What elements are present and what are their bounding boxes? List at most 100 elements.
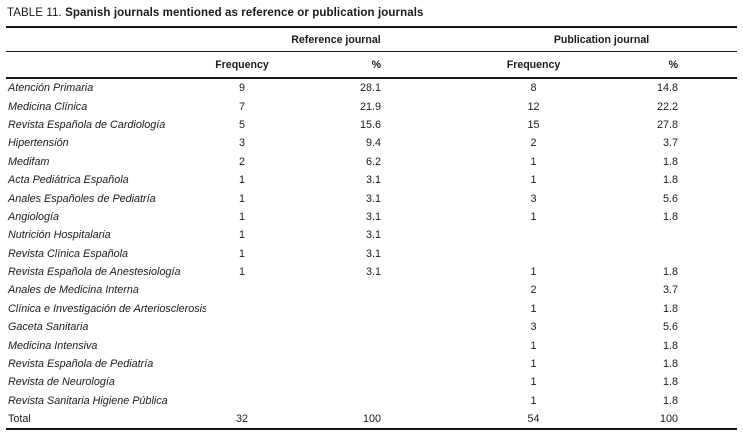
table-row: Revista Española de Cardiología 5 15.6 1… [6,116,737,134]
sub-header-row: Frequency % Frequency % [6,51,738,79]
pub-frequency-cell: 15 [527,118,540,131]
journal-name-cell: Revista Española de Anestesiología [8,266,181,279]
journal-name-cell: Clínica e Investigación de Arteriosclero… [8,302,206,315]
ref-percent-cell [278,392,381,410]
trail-cell [678,355,737,373]
gap-cell [381,208,466,226]
table-row: Nutrición Hospitalaria 1 3.1 [6,226,737,244]
table-row: Revista Sanitaria Higiene Pública 1 1.8 [6,392,737,410]
gap-cell [381,300,466,318]
trail-cell [678,318,737,336]
journal-name-cell: Revista Española de Pediatría [8,358,154,371]
pub-percent-cell: 1.8 [663,155,679,168]
journal-name-cell: Gaceta Sanitaria [8,321,89,334]
journal-name-cell: Revista Española de Cardiología [8,118,166,131]
journal-name-cell: Total [6,410,206,431]
pub-frequency-cell: 54 [466,410,602,431]
group-header-spacer [6,26,206,52]
trail-cell [678,281,737,299]
trail-cell [678,116,737,134]
gap-cell [381,245,466,263]
table-row: Clínica e Investigación de Arteriosclero… [6,300,737,318]
ref-percent-cell: 100 [278,410,381,431]
gap-cell [381,97,466,115]
trail-cell [678,171,737,189]
ref-frequency-cell: 1 [238,192,245,205]
pub-percent-header: % [601,51,679,79]
journal-name-cell: Medifam [8,155,50,168]
gap-cell [381,392,466,410]
table-row: Acta Pediátrica Española 1 3.1 1 1.8 [6,171,737,189]
trail-cell [678,189,737,207]
pub-frequency-cell: 2 [530,284,537,297]
pub-percent-cell: 22.2 [657,100,679,113]
ref-frequency-cell: 9 [238,82,245,95]
pub-frequency-cell: 3 [530,321,537,334]
ref-percent-cell: 3.1 [365,174,381,187]
table-caption: TABLE 11. Spanish journals mentioned as … [6,4,737,26]
ref-percent-cell [278,336,381,354]
ref-frequency-cell [206,300,278,318]
table-row: Medicina Intensiva 1 1.8 [6,336,737,354]
pub-percent-cell: 100 [601,410,679,431]
table-row: Anales Españoles de Pediatría 1 3.1 3 5.… [6,189,737,207]
pub-percent-cell [601,245,678,263]
gap-cell [381,281,466,299]
gap-cell [381,263,466,281]
table-row: Gaceta Sanitaria 3 5.6 [6,318,737,336]
pub-frequency-cell: 1 [530,358,537,371]
journal-name-cell: Anales de Medicina Interna [8,284,139,297]
gap-cell [381,318,466,336]
ref-percent-cell: 3.1 [365,229,381,242]
ref-frequency-cell [206,318,278,336]
journal-name-cell: Angiología [8,210,60,223]
gap-cell [381,78,466,97]
trail-cell [678,245,737,263]
trail-cell [678,336,737,354]
journal-name-cell: Anales Españoles de Pediatría [8,192,156,205]
pub-frequency-cell: 2 [530,137,537,150]
table-body: Atención Primaria 9 28.1 8 14.8 Medicina… [6,78,738,431]
pub-frequency-cell: 1 [530,339,537,352]
pub-frequency-cell: 1 [530,394,537,407]
ref-frequency-cell [206,392,278,410]
group-header-publication-journal: Publication journal [466,26,738,52]
ref-frequency-cell: 1 [238,266,245,279]
gap-cell [381,355,466,373]
pub-percent-cell: 1.8 [663,394,679,407]
pub-frequency-cell: 1 [530,376,537,389]
ref-frequency-cell: 2 [238,155,245,168]
pub-percent-cell: 14.8 [657,82,679,95]
ref-percent-cell: 15.6 [359,118,381,131]
ref-frequency-cell [206,281,278,299]
ref-percent-cell [278,300,381,318]
pub-percent-cell: 1.8 [663,174,679,187]
pub-frequency-cell: 12 [527,100,540,113]
gap-cell [381,171,466,189]
journal-name-cell: Medicina Intensiva [8,339,98,352]
table-row: Revista de Neurología 1 1.8 [6,373,737,391]
journals-table: Reference journal Publication journal Fr… [6,26,738,431]
table-row: Medifam 2 6.2 1 1.8 [6,153,737,171]
ref-percent-cell: 3.1 [365,266,381,279]
pub-frequency-cell: 1 [530,210,537,223]
gap-cell [381,51,467,79]
table-row: Medicina Clínica 7 21.9 12 22.2 [6,97,737,115]
journal-name-cell: Nutrición Hospitalaria [8,229,111,242]
pub-frequency-cell: 3 [530,192,537,205]
ref-frequency-cell: 1 [238,229,245,242]
table-row: Anales de Medicina Interna 2 3.7 [6,281,737,299]
gap-cell [381,134,466,152]
trail-cell [678,263,737,281]
journal-name-cell: Acta Pediátrica Española [8,174,129,187]
pub-percent-cell: 27.8 [657,118,679,131]
journal-name-cell: Atención Primaria [8,82,94,95]
group-header-row: Reference journal Publication journal [6,26,738,52]
pub-percent-cell: 5.6 [663,321,679,334]
table-row: Revista Española de Pediatría 1 1.8 [6,355,737,373]
trail-cell [678,300,737,318]
table-row: Revista Española de Anestesiología 1 3.1… [6,263,737,281]
trail-cell [678,78,737,97]
pub-frequency-cell: 8 [530,82,537,95]
table-row: Atención Primaria 9 28.1 8 14.8 [6,78,737,97]
